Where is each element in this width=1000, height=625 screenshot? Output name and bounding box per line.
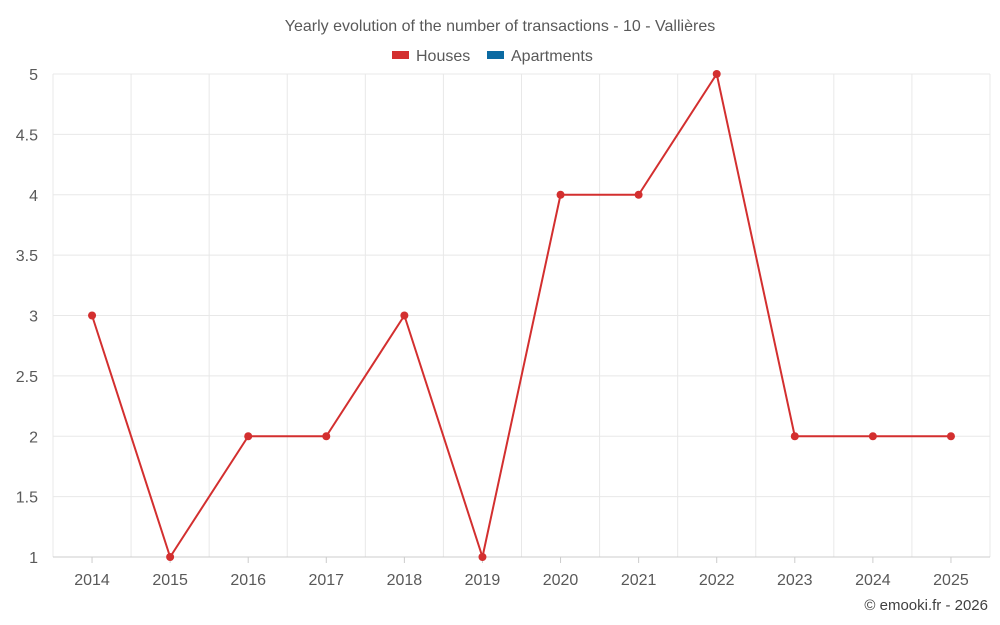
data-point[interactable] <box>634 190 643 199</box>
data-point[interactable] <box>88 311 97 320</box>
x-tick-label: 2015 <box>152 572 188 589</box>
credit-text: © emooki.fr - 2026 <box>864 597 988 614</box>
y-tick-label: 1 <box>29 550 38 567</box>
data-point[interactable] <box>478 553 487 561</box>
y-tick-label: 3.5 <box>16 248 38 265</box>
data-point[interactable] <box>712 70 721 78</box>
axes: 1 1.5 2 2.5 3 3.5 4 4.5 5 2014 2015 2016 2017 2018 201… <box>16 67 990 589</box>
legend-swatch-apartments <box>487 51 504 59</box>
data-point[interactable] <box>790 432 799 441</box>
legend: Houses Apartments <box>392 48 593 65</box>
x-tick-label: 2019 <box>465 572 501 589</box>
series-houses <box>88 70 955 561</box>
legend-label-apartments: Apartments <box>511 48 593 65</box>
x-tick-label: 2021 <box>621 572 657 589</box>
data-point[interactable] <box>556 190 565 199</box>
data-point[interactable] <box>868 432 877 441</box>
data-point[interactable] <box>322 432 331 441</box>
x-tick-label: 2017 <box>308 572 344 589</box>
y-tick-label: 3 <box>29 309 38 326</box>
y-tick-label: 4 <box>29 188 38 205</box>
y-tick-label: 5 <box>29 67 38 84</box>
data-point[interactable] <box>166 553 175 561</box>
y-tick-label: 2.5 <box>16 369 38 386</box>
chart-title: Yearly evolution of the number of transa… <box>285 18 715 35</box>
x-tick-label: 2023 <box>777 572 813 589</box>
legend-label-houses: Houses <box>416 48 470 65</box>
x-tick-label: 2024 <box>855 572 891 589</box>
x-tick-label: 2016 <box>230 572 266 589</box>
series-line-houses <box>91 73 951 558</box>
x-tick-label: 2020 <box>543 572 579 589</box>
legend-item-apartments[interactable]: Apartments <box>487 48 593 65</box>
x-tick-label: 2018 <box>387 572 423 589</box>
legend-item-houses[interactable]: Houses <box>392 48 470 65</box>
legend-swatch-houses <box>392 51 409 59</box>
x-tick-label: 2022 <box>699 572 735 589</box>
y-tick-label: 1.5 <box>16 490 38 507</box>
y-tick-label: 4.5 <box>16 127 38 144</box>
y-tick-label: 2 <box>29 429 38 446</box>
data-point[interactable] <box>946 432 955 441</box>
x-tick-label: 2025 <box>933 572 969 589</box>
grid <box>52 73 991 558</box>
data-point[interactable] <box>244 432 253 441</box>
data-point[interactable] <box>400 311 409 320</box>
x-tick-label: 2014 <box>74 572 110 589</box>
